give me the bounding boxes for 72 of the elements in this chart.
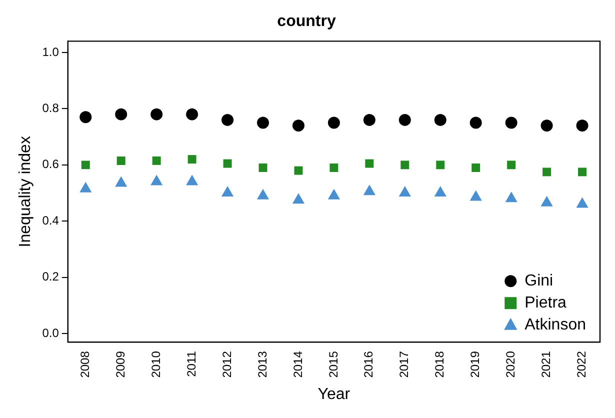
y-axis-title: Inequality index — [17, 136, 34, 248]
point — [363, 184, 376, 196]
point — [294, 166, 303, 175]
point — [81, 160, 90, 170]
point — [578, 168, 587, 176]
x-tick-label: 2018 — [432, 350, 447, 378]
y-tick-label: 1.0 — [42, 44, 60, 59]
point — [188, 155, 196, 164]
y-tick-label: 0.4 — [42, 213, 60, 228]
point — [470, 190, 482, 201]
point — [363, 114, 376, 126]
point — [292, 120, 304, 132]
point — [80, 182, 92, 192]
point — [328, 188, 340, 200]
point — [115, 108, 128, 120]
x-tick-label: 2017 — [397, 350, 412, 378]
x-tick-label: 2011 — [184, 350, 198, 377]
point — [400, 160, 410, 170]
point — [576, 120, 588, 132]
point — [398, 186, 411, 197]
x-tick-label: 2015 — [326, 350, 340, 378]
point — [540, 120, 553, 132]
point — [576, 197, 588, 208]
point — [328, 116, 340, 129]
point — [472, 164, 480, 172]
x-tick-label: 2021 — [539, 350, 554, 378]
point — [434, 114, 446, 126]
point — [292, 193, 305, 204]
point — [542, 168, 552, 176]
y-tick-label: 0.8 — [42, 101, 60, 116]
x-tick-label: 2016 — [362, 350, 376, 378]
x-tick-label: 2010 — [148, 350, 163, 378]
point — [115, 176, 128, 187]
point — [116, 156, 126, 165]
x-tick-label: 2020 — [504, 350, 518, 378]
legend-label: Pietra — [524, 294, 567, 312]
point — [436, 160, 445, 170]
point — [222, 114, 234, 126]
x-tick-label: 2019 — [468, 350, 482, 378]
point — [258, 164, 268, 172]
point — [330, 164, 338, 172]
y-tick-label: 0.6 — [42, 157, 60, 172]
x-tick-label: 2013 — [255, 350, 270, 378]
point — [470, 116, 482, 129]
x-tick-label: 2014 — [290, 350, 305, 378]
y-tick-label: 0.2 — [42, 270, 60, 284]
point — [505, 192, 518, 202]
legend-label: Atkinson — [524, 316, 586, 334]
point — [80, 111, 92, 124]
point — [256, 188, 270, 200]
x-axis-title: Year — [318, 386, 351, 403]
point — [221, 186, 234, 197]
point — [223, 159, 232, 168]
point — [150, 108, 163, 120]
point — [365, 159, 374, 168]
legend-label: Gini — [524, 272, 554, 290]
x-tick-label: 2012 — [220, 350, 234, 378]
x-tick-label: 2022 — [574, 350, 589, 378]
y-tick-label: 0.0 — [42, 326, 60, 340]
point — [152, 156, 161, 165]
x-tick-label: 2008 — [78, 350, 92, 378]
x-tick-label: 2009 — [113, 350, 128, 378]
point — [150, 174, 163, 186]
point — [398, 114, 411, 126]
point — [507, 160, 516, 170]
point — [256, 116, 269, 129]
point — [434, 186, 446, 197]
point — [186, 174, 198, 186]
point — [505, 116, 518, 129]
point — [186, 108, 198, 120]
point — [540, 196, 553, 206]
chart-title: country — [277, 13, 336, 30]
